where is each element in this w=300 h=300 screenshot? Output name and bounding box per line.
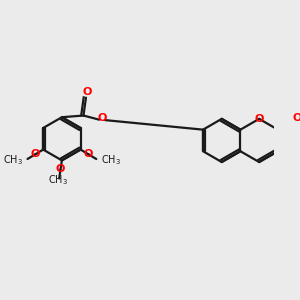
Text: CH$_3$: CH$_3$ <box>101 153 121 167</box>
Text: O: O <box>31 149 40 159</box>
Text: O: O <box>84 149 93 159</box>
Text: O: O <box>98 113 107 123</box>
Text: CH$_3$: CH$_3$ <box>48 173 68 187</box>
Text: CH$_3$: CH$_3$ <box>2 153 22 167</box>
Text: O: O <box>82 87 92 97</box>
Text: O: O <box>254 114 264 124</box>
Text: O: O <box>293 113 300 123</box>
Text: O: O <box>56 164 65 174</box>
